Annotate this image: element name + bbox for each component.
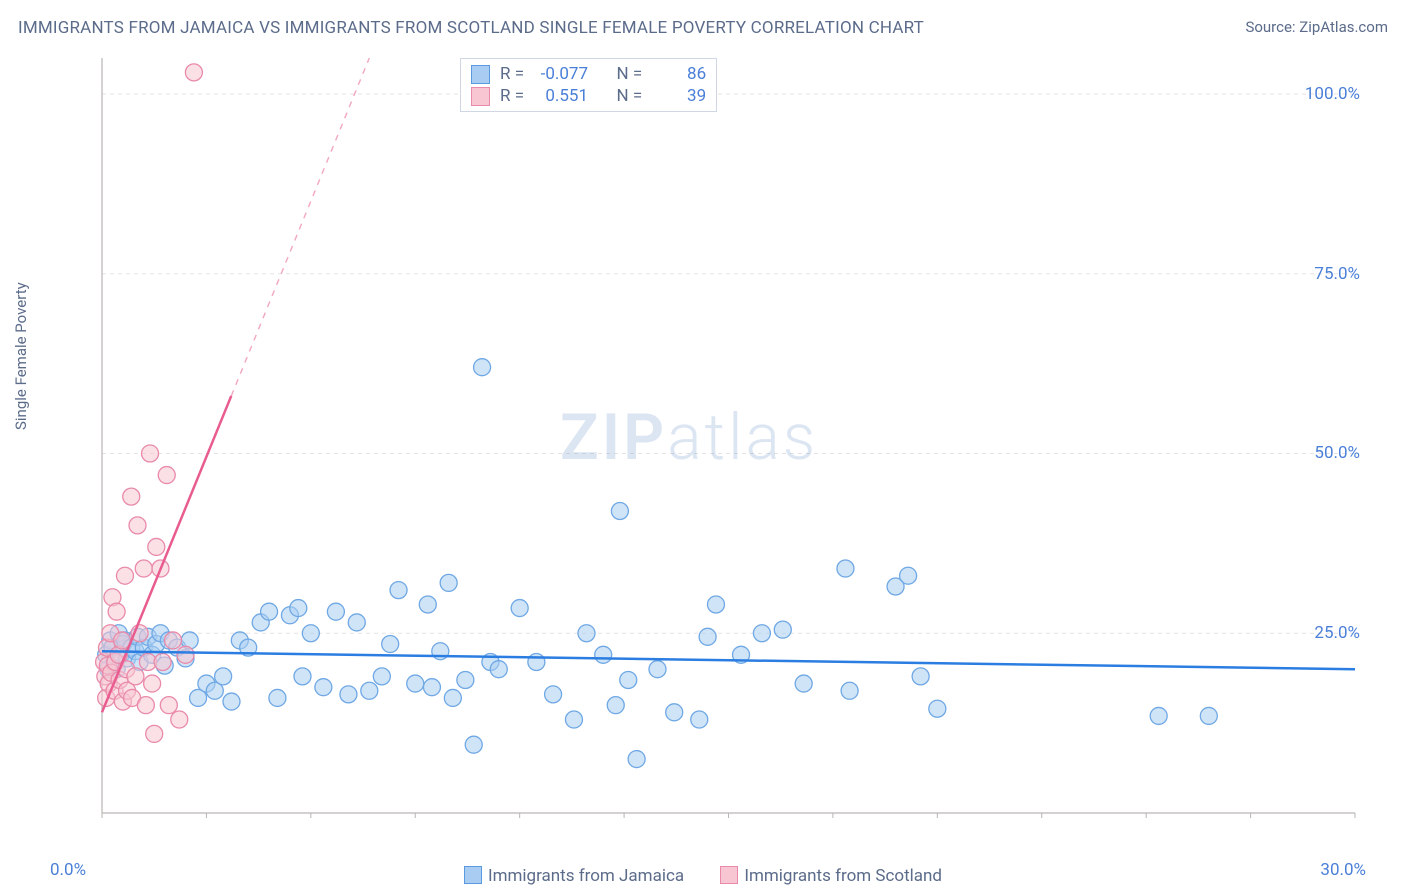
- swatch-icon: [471, 87, 490, 106]
- y-tick-label: 100.0%: [1305, 84, 1360, 104]
- watermark: ZIPatlas: [560, 400, 818, 475]
- swatch-icon: [464, 866, 482, 884]
- series-legend: Immigrants from Jamaica Immigrants from …: [0, 866, 1406, 886]
- legend-row-scotland: R = 0.551 N = 39: [471, 85, 706, 107]
- y-tick-label: 25.0%: [1314, 623, 1360, 643]
- source-label: Source: ZipAtlas.com: [1245, 18, 1388, 36]
- swatch-icon: [471, 65, 490, 84]
- y-tick-label: 50.0%: [1314, 443, 1360, 463]
- legend-item-jamaica: Immigrants from Jamaica: [464, 866, 688, 886]
- correlation-legend: R = -0.077 N = 86 R = 0.551 N = 39: [460, 58, 717, 112]
- y-tick-label: 75.0%: [1314, 264, 1360, 284]
- legend-item-scotland: Immigrants from Scotland: [720, 866, 942, 886]
- y-axis-label: Single Female Poverty: [12, 282, 30, 430]
- legend-row-jamaica: R = -0.077 N = 86: [471, 63, 706, 85]
- chart-title: IMMIGRANTS FROM JAMAICA VS IMMIGRANTS FR…: [18, 18, 924, 38]
- swatch-icon: [720, 866, 738, 884]
